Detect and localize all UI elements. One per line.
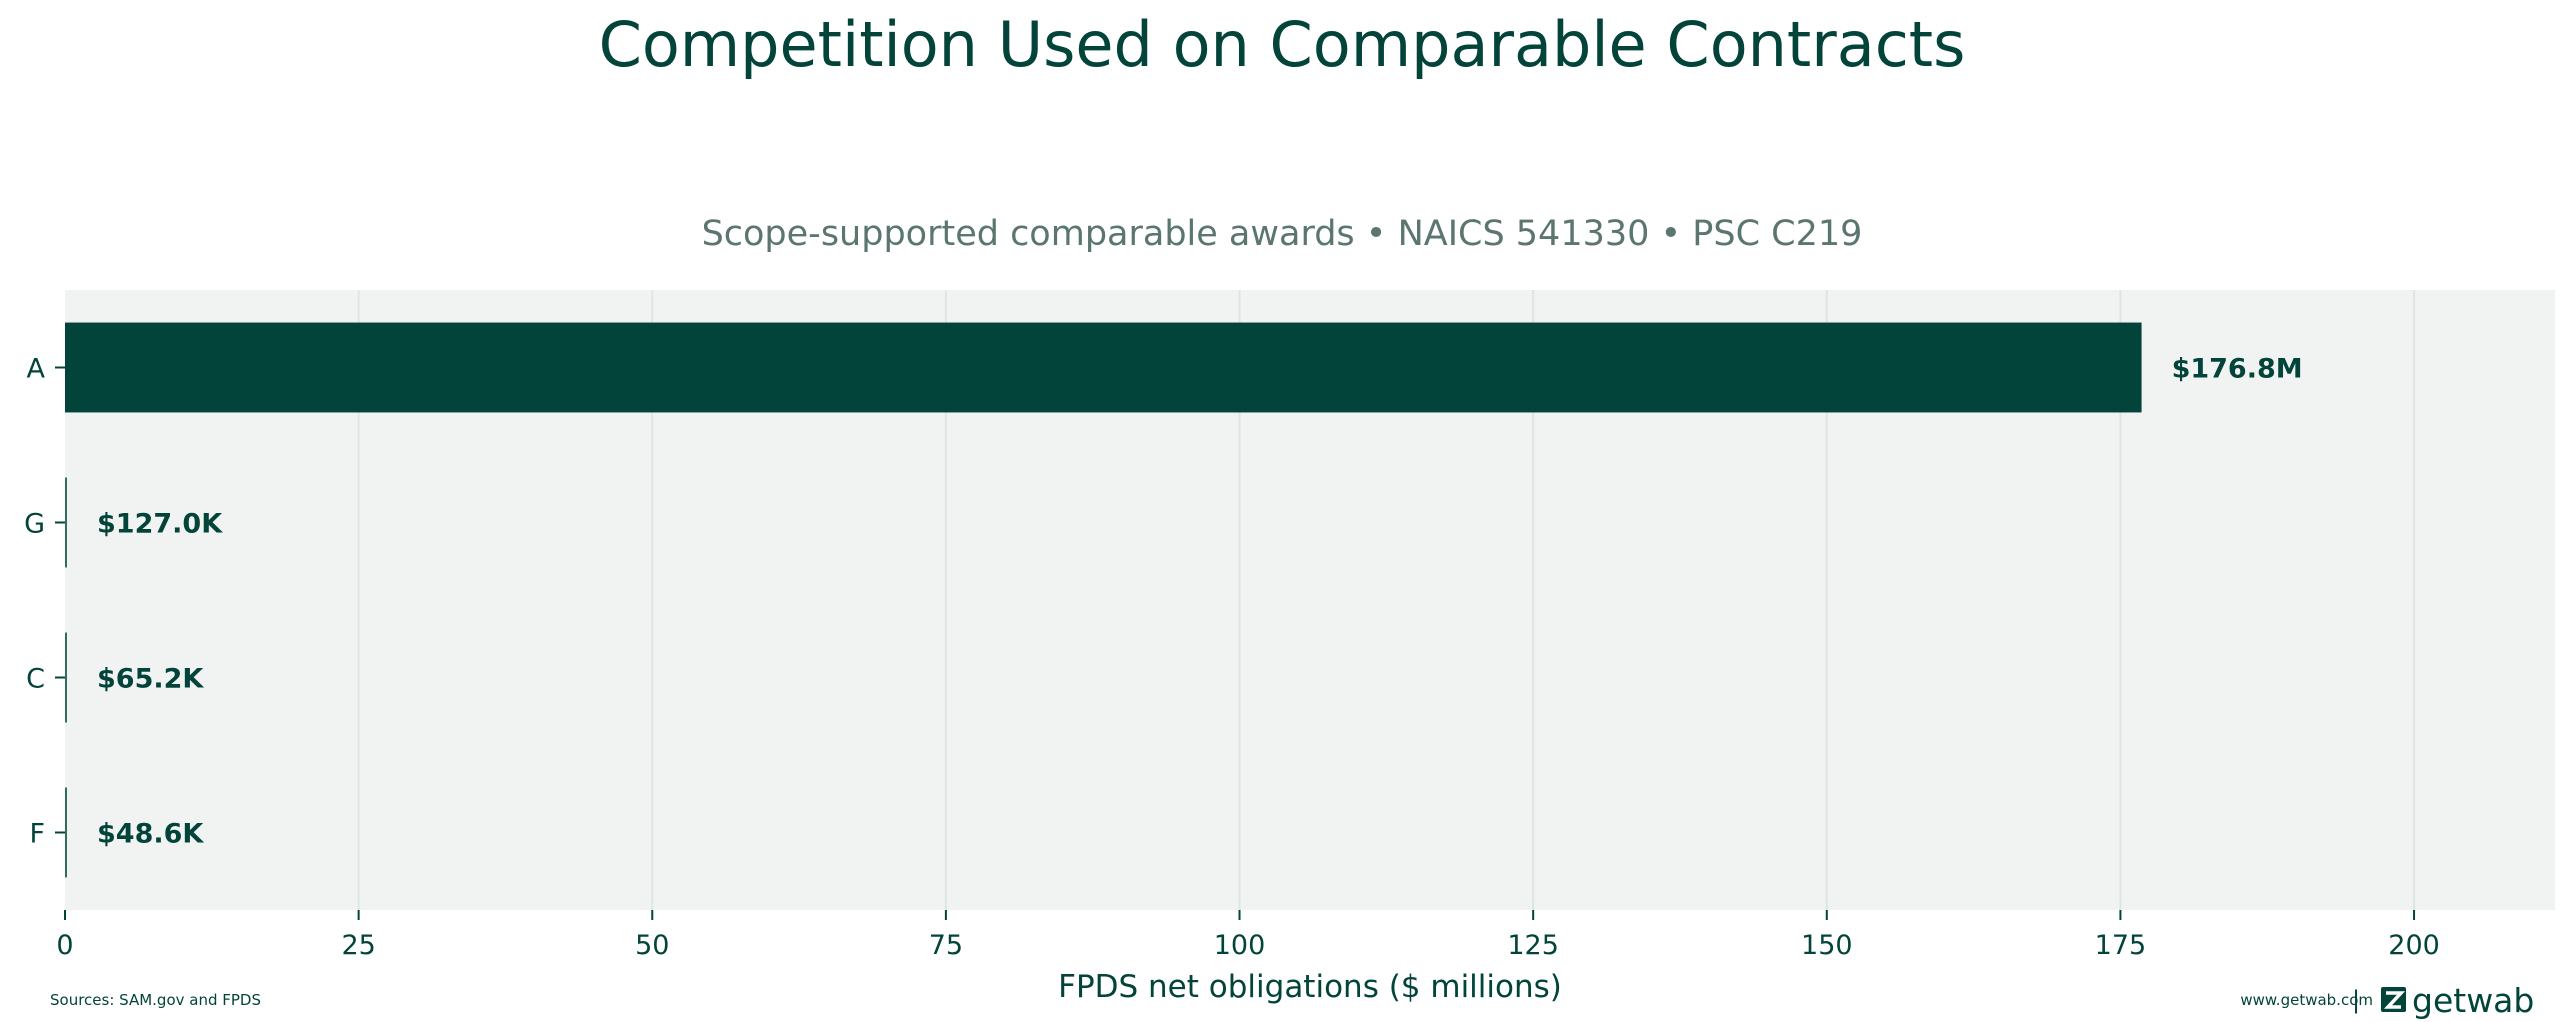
x-tick-label: 50 xyxy=(635,930,669,961)
getwab-logo-icon xyxy=(2381,987,2406,1012)
brand-name: getwab xyxy=(2412,981,2534,1020)
bar-C xyxy=(65,632,67,723)
bar-G xyxy=(65,477,67,568)
x-tick-label: 150 xyxy=(1801,930,1853,961)
data-label-C: $65.2K xyxy=(97,664,204,695)
data-label-G: $127.0K xyxy=(97,509,223,540)
chart-title: Competition Used on Comparable Contracts xyxy=(599,8,1966,81)
x-tick-label: 175 xyxy=(2095,930,2147,961)
bars xyxy=(65,322,2142,878)
y-tick-label-F: F xyxy=(29,819,45,850)
bar-A xyxy=(65,322,2142,413)
y-axis: A G C F xyxy=(24,354,65,850)
chart-subtitle: Scope-supported comparable awards • NAIC… xyxy=(702,214,1863,254)
x-tick-label: 125 xyxy=(1507,930,1559,961)
x-axis-label: FPDS net obligations ($ millions) xyxy=(1058,969,1562,1005)
website-link[interactable]: www.getwab.com xyxy=(2240,991,2373,1009)
y-tick-label-C: C xyxy=(26,664,45,695)
data-labels: $176.8M $127.0K $65.2K $48.6K xyxy=(97,354,2303,850)
footer-separator: | xyxy=(2352,986,2360,1014)
x-tick-label: 25 xyxy=(341,930,375,961)
data-label-F: $48.6K xyxy=(97,819,204,850)
data-label-A: $176.8M xyxy=(2172,354,2303,385)
x-tick-label: 200 xyxy=(2388,930,2440,961)
x-tick-label: 0 xyxy=(56,930,73,961)
bar-F xyxy=(65,787,67,878)
x-axis: 0 25 50 75 100 125 150 175 200 xyxy=(56,910,2440,961)
y-tick-label-G: G xyxy=(24,509,45,540)
source-note: Sources: SAM.gov and FPDS xyxy=(50,991,261,1009)
x-tick-label: 100 xyxy=(1214,930,1266,961)
y-tick-label-A: A xyxy=(27,354,46,385)
x-tick-label: 75 xyxy=(929,930,963,961)
